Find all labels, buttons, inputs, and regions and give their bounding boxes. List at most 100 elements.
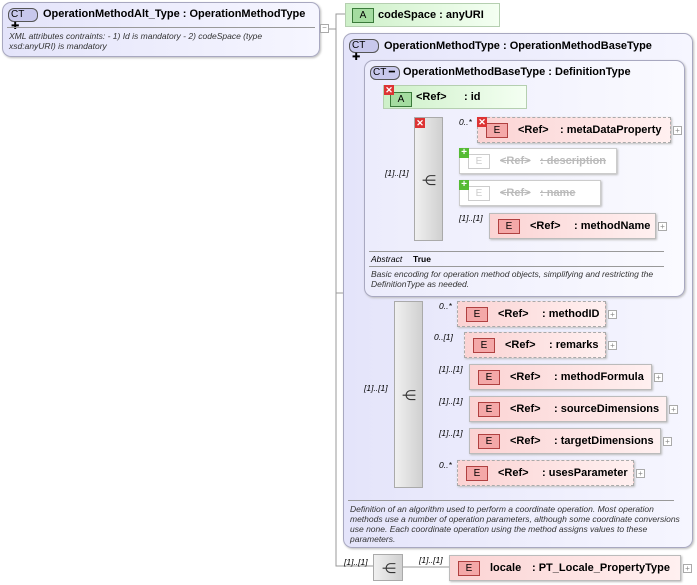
expand-button[interactable]: +: [658, 222, 667, 231]
element-description[interactable]: E <Ref> : description: [459, 148, 617, 174]
cardinality-label: 0..*: [439, 301, 452, 311]
element-PT_Locale_PropertyType[interactable]: E locale : PT_Locale_PropertyType: [449, 555, 681, 581]
prohibited-icon: ✕: [477, 117, 487, 127]
cardinality-label: [1]..[1]: [439, 396, 463, 406]
cardinality-label: [1]..[1]: [439, 364, 463, 374]
element-sourceDimensions[interactable]: E <Ref> : sourceDimensions: [469, 396, 667, 422]
sequence-icon: ⋲: [422, 172, 436, 188]
element-methodName[interactable]: E <Ref> : methodName: [489, 213, 656, 239]
abstract-value: True: [413, 254, 431, 264]
expand-button[interactable]: +: [669, 405, 678, 414]
cardinality-label: [1]..[1]: [344, 557, 368, 567]
root-complex-type[interactable]: CT ✚ OperationMethodAlt_Type : Operation…: [2, 2, 320, 57]
element-icon: E: [458, 561, 480, 576]
complex-type-badge: CT ✚: [349, 39, 379, 63]
ref-label: <Ref>: [500, 187, 531, 199]
expand-button[interactable]: +: [683, 564, 692, 573]
element-icon: E: [478, 402, 500, 417]
element-icon: E: [478, 434, 500, 449]
element-name: : description: [540, 155, 607, 167]
sequence-icon: ⋲: [382, 560, 396, 576]
prohibited-icon: ✕: [384, 85, 394, 95]
ref-label: <Ref>: [510, 435, 541, 447]
base-type-title: OperationMethodBaseType : DefinitionType: [403, 66, 631, 78]
codespace-attribute[interactable]: A codeSpace : anyURI: [345, 3, 500, 27]
element-targetDimensions[interactable]: E <Ref> : targetDimensions: [469, 428, 661, 454]
divider: [7, 27, 315, 28]
collapse-button[interactable]: −: [320, 24, 329, 33]
ref-label: <Ref>: [510, 371, 541, 383]
cardinality-label: [1]..[1]: [459, 213, 483, 223]
element-remarks[interactable]: E <Ref> : remarks: [464, 332, 606, 358]
ref-label: <Ref>: [530, 220, 561, 232]
element-icon: E: [466, 466, 488, 481]
element-icon: E: [478, 370, 500, 385]
ref-label: <Ref>: [498, 467, 529, 479]
expand-button[interactable]: +: [654, 373, 663, 382]
ref-label: <Ref>: [498, 308, 529, 320]
id-attribute[interactable]: A <Ref> : id: [383, 85, 527, 109]
element-icon: E: [468, 154, 490, 169]
attribute-name: : id: [464, 91, 481, 103]
element-name: : sourceDimensions: [554, 403, 660, 415]
element-methodFormula[interactable]: E <Ref> : methodFormula: [469, 364, 652, 390]
element-name: : targetDimensions: [554, 435, 654, 447]
complex-type-badge: CT ✚: [8, 8, 38, 32]
divider: [369, 266, 664, 267]
inherited-icon: +: [459, 148, 469, 158]
attribute-icon: A: [390, 92, 412, 107]
cardinality-label: 0..*: [439, 460, 452, 470]
expand-button[interactable]: +: [608, 341, 617, 350]
ref-label: locale: [490, 562, 522, 574]
method-type-description: Definition of an algorithm used to perfo…: [350, 504, 680, 544]
cardinality-label: 0..[1]: [434, 332, 453, 342]
expand-button[interactable]: +: [663, 437, 672, 446]
element-name: : metaDataProperty: [560, 124, 662, 136]
ref-label: <Ref>: [500, 155, 531, 167]
expand-button[interactable]: +: [636, 469, 645, 478]
prohibited-icon: ✕: [415, 118, 425, 128]
element-methodID[interactable]: E <Ref> : methodID: [457, 301, 606, 327]
element-icon: E: [498, 219, 520, 234]
element-name: : methodName: [574, 220, 651, 232]
abstract-label: Abstract: [371, 254, 403, 264]
root-type-title: OperationMethodAlt_Type : OperationMetho…: [43, 8, 306, 20]
sequence-compositor-3[interactable]: ⋲: [373, 554, 403, 581]
expand-button[interactable]: +: [673, 126, 682, 135]
sequence-compositor-2[interactable]: ⋲: [394, 301, 423, 488]
element-name: : PT_Locale_PropertyType: [532, 562, 670, 574]
cardinality-label: [1]..[1]: [439, 428, 463, 438]
element-metaDataProperty[interactable]: E <Ref> : metaDataProperty: [477, 117, 671, 143]
root-description: XML attributes contraints: - 1) Id is ma…: [9, 31, 263, 51]
element-name: : methodID: [542, 308, 600, 320]
element-name: : remarks: [549, 339, 599, 351]
element-icon: E: [473, 338, 495, 353]
element-name: : name: [540, 187, 576, 199]
codespace-label: codeSpace : anyURI: [378, 9, 484, 21]
element-icon: E: [468, 186, 490, 201]
divider: [369, 251, 664, 252]
element-name[interactable]: E <Ref> : name: [459, 180, 601, 206]
divider: [348, 500, 674, 501]
inherited-icon: +: [459, 180, 469, 190]
element-name: : usesParameter: [542, 467, 628, 479]
complex-type-badge: CT ━: [370, 66, 400, 80]
expand-button[interactable]: +: [608, 310, 617, 319]
cardinality-label: 0..*: [459, 117, 472, 127]
ref-label: <Ref>: [505, 339, 536, 351]
cardinality-label: [1]..[1]: [419, 555, 443, 565]
method-type-title: OperationMethodType : OperationMethodBas…: [384, 40, 652, 52]
ref-label: <Ref>: [518, 124, 549, 136]
cardinality-label: [1]..[1]: [364, 383, 388, 393]
ref-label: <Ref>: [416, 91, 447, 103]
element-icon: E: [486, 123, 508, 138]
sequence-icon: ⋲: [402, 387, 416, 403]
element-usesParameter[interactable]: E <Ref> : usesParameter: [457, 460, 634, 486]
base-type-description: Basic encoding for operation method obje…: [371, 269, 654, 289]
element-name: : methodFormula: [554, 371, 644, 383]
attribute-icon: A: [352, 8, 374, 23]
cardinality-label: [1]..[1]: [385, 168, 409, 178]
element-icon: E: [466, 307, 488, 322]
ref-label: <Ref>: [510, 403, 541, 415]
sequence-compositor-1[interactable]: ⋲: [414, 117, 443, 241]
